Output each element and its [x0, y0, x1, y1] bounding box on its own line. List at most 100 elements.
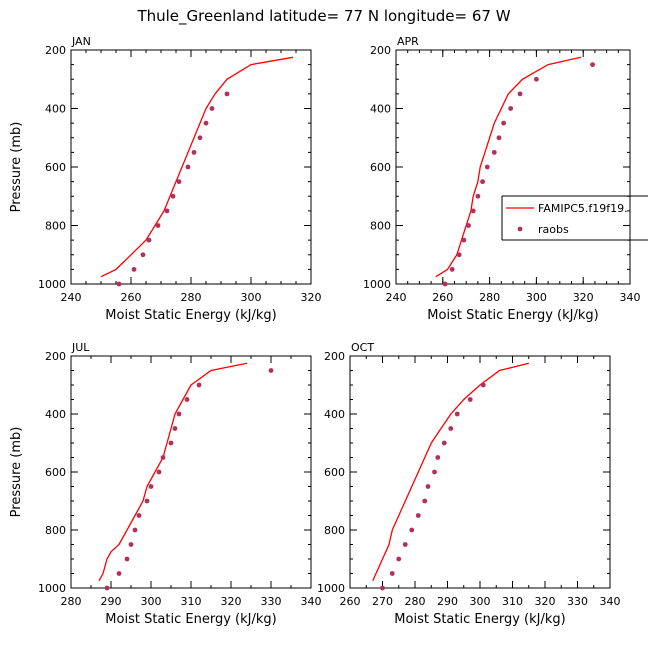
raobs-point — [517, 91, 523, 97]
raobs-point — [156, 469, 162, 475]
y-tick-label: 200 — [45, 44, 66, 57]
raobs-point — [131, 266, 137, 272]
x-axis-label: Moist Static Energy (kJ/kg) — [105, 308, 276, 323]
raobs-point — [475, 193, 481, 199]
legend: FAMIPC5.f19f19. raobs — [501, 195, 648, 241]
y-tick-label: 400 — [370, 103, 391, 116]
plot-frame — [349, 355, 611, 589]
x-tick-label: 310 — [502, 595, 523, 608]
panel-apr: 240 260 280 300 320 340 200 400 600 800 1000 APR Moi… — [363, 35, 641, 323]
raobs-point — [148, 484, 154, 489]
x-tick-label: 280 — [479, 291, 500, 304]
raobs-point — [501, 120, 507, 126]
raobs-point — [104, 585, 110, 591]
legend-model-label: FAMIPC5.f19f19. — [538, 202, 628, 215]
raobs-point — [172, 426, 178, 431]
raobs-point — [224, 91, 230, 97]
raobs-point — [470, 208, 476, 214]
x-tick-label: 300 — [141, 595, 162, 608]
x-tick-label: 320 — [573, 291, 594, 304]
raobs-point — [196, 382, 202, 388]
y-tick-label: 1000 — [38, 582, 66, 595]
raobs-point — [124, 556, 130, 562]
raobs-point — [590, 62, 595, 68]
x-tick-label: 240 — [61, 291, 82, 304]
panel-jan: 240 260 280 300 320 200 400 600 800 1000 JAN Moist … — [9, 35, 322, 323]
raobs-point — [136, 513, 142, 518]
x-axis-label: Moist Static Energy (kJ/kg) — [394, 612, 565, 627]
x-tick-label: 280 — [181, 291, 202, 304]
legend-obs-label: raobs — [538, 223, 569, 236]
raobs-point — [176, 411, 182, 417]
raobs-point — [185, 164, 191, 170]
raobs-point — [132, 527, 138, 533]
raobs-point — [168, 440, 174, 446]
y-axis-label: Pressure (mb) — [9, 427, 24, 518]
raobs-point — [116, 571, 122, 576]
raobs-point — [184, 397, 190, 402]
x-axis-label: Moist Static Energy (kJ/kg) — [427, 308, 598, 323]
raobs-point — [268, 368, 274, 373]
raobs-point — [409, 527, 415, 533]
raobs-point — [466, 223, 471, 228]
raobs-point — [146, 237, 152, 243]
plot-frame — [70, 49, 312, 285]
x-tick-label: 290 — [437, 595, 458, 608]
y-tick-label: 200 — [370, 44, 391, 57]
raobs-point — [415, 513, 421, 518]
x-tick-label: 330 — [567, 595, 588, 608]
y-tick-label: 800 — [45, 524, 66, 537]
raobs-point — [442, 281, 448, 287]
raobs-point — [191, 149, 197, 155]
raobs-point — [160, 455, 166, 460]
y-tick-label: 400 — [45, 408, 66, 421]
x-tick-label: 340 — [600, 595, 621, 608]
panel-label: APR — [397, 35, 419, 48]
x-tick-label: 270 — [372, 595, 393, 608]
x-tick-label: 320 — [221, 595, 242, 608]
y-tick-label: 400 — [324, 408, 345, 421]
model-series-line — [98, 362, 248, 582]
x-tick-label: 310 — [181, 595, 202, 608]
x-axis-label: Moist Static Energy (kJ/kg) — [105, 612, 276, 627]
y-tick-label: 600 — [370, 161, 391, 174]
raobs-point — [461, 237, 467, 243]
raobs-point — [128, 542, 134, 547]
x-tick-label: 260 — [340, 595, 361, 608]
raobs-point — [396, 556, 402, 562]
raobs-point — [176, 179, 182, 185]
y-tick-label: 400 — [45, 103, 66, 116]
raobs-point — [449, 266, 455, 272]
y-tick-label: 600 — [45, 161, 66, 174]
model-series-line — [372, 362, 529, 582]
panel-label: JUL — [71, 341, 90, 354]
x-tick-label: 340 — [301, 595, 322, 608]
y-tick-label: 800 — [45, 220, 66, 233]
panel-label: JAN — [71, 35, 91, 48]
x-tick-label: 300 — [241, 291, 262, 304]
plot-frame — [395, 49, 631, 285]
model-series-line — [435, 56, 582, 278]
panel-oct: 260 270 280 290 300 310 320 330 340 200 400 600 800 1… — [317, 341, 621, 627]
y-tick-label: 200 — [324, 350, 345, 363]
raobs-point — [480, 382, 486, 388]
x-tick-label: 330 — [261, 595, 282, 608]
panel-jul: 280 290 300 310 320 330 340 200 400 600 800 1000 JUL… — [9, 341, 322, 627]
raobs-point — [456, 252, 462, 258]
raobs-point — [170, 193, 176, 199]
plot-frame — [70, 355, 312, 589]
raobs-point — [448, 426, 454, 431]
raobs-point — [496, 135, 502, 141]
x-tick-label: 280 — [405, 595, 426, 608]
model-series-line — [100, 56, 294, 278]
y-tick-label: 1000 — [317, 582, 345, 595]
y-axis-label: Pressure (mb) — [9, 122, 24, 213]
raobs-point — [441, 440, 447, 446]
panel-label: OCT — [351, 341, 374, 354]
raobs-point — [197, 135, 203, 141]
raobs-point — [534, 76, 539, 82]
y-tick-label: 1000 — [363, 278, 391, 291]
raobs-point — [209, 106, 215, 111]
raobs-point — [144, 498, 150, 504]
